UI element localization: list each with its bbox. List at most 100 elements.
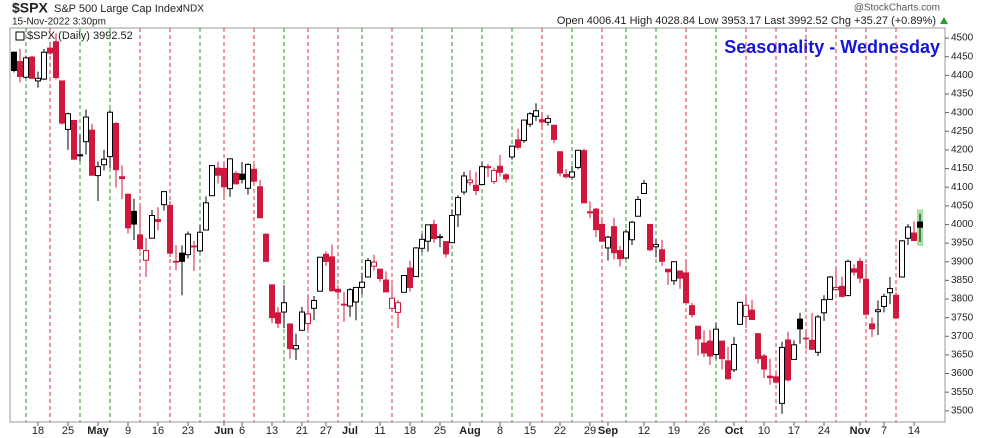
candle-body	[881, 295, 887, 307]
candle-body	[887, 288, 893, 294]
y-tick-label: 3750	[951, 312, 974, 323]
x-tick-label: Sep	[598, 425, 618, 437]
candle-body	[413, 247, 419, 278]
candle-body	[557, 151, 563, 174]
candle-body	[275, 312, 281, 324]
candle-body	[323, 253, 329, 262]
candle-body	[773, 376, 779, 383]
y-tick-label: 3850	[951, 275, 974, 286]
candle-body	[311, 299, 317, 309]
y-tick-label: 3650	[951, 350, 974, 361]
candle-body	[293, 345, 299, 350]
candle-body	[35, 77, 41, 82]
candle-body	[719, 340, 725, 360]
x-tick-label: 6	[239, 425, 245, 437]
candle-body	[851, 268, 857, 273]
candle-body	[239, 173, 245, 180]
candle-body	[155, 219, 161, 222]
candle-body	[875, 309, 881, 313]
candle-body	[503, 174, 509, 180]
candle-body	[905, 226, 911, 239]
candle-body	[791, 344, 797, 360]
candle-body	[779, 346, 785, 404]
candle-body	[455, 197, 461, 216]
candle-body	[425, 224, 431, 242]
y-tick-label: 4250	[951, 126, 974, 137]
y-tick-label: 3800	[951, 294, 974, 305]
y-tick-label: 3500	[951, 405, 974, 416]
y-tick-label: 3550	[951, 387, 974, 398]
candle-body	[149, 214, 155, 239]
candle-body	[803, 337, 809, 340]
candle-body	[755, 333, 761, 360]
x-tick-label: 12	[638, 425, 650, 437]
x-tick-label: 18	[404, 425, 416, 437]
candle-body	[131, 210, 137, 225]
candle-body	[179, 252, 185, 262]
candle-body	[827, 276, 833, 300]
candle-body	[269, 284, 275, 319]
x-tick-label: 14	[908, 425, 920, 437]
candle-body	[845, 260, 851, 297]
candle-body	[23, 57, 29, 78]
candle-body	[359, 281, 365, 288]
candle-body	[389, 297, 395, 309]
candle-body	[227, 158, 233, 190]
candle-body	[251, 168, 257, 182]
candle-body	[641, 182, 647, 195]
x-tick-label: 25	[62, 425, 74, 437]
candle-body	[77, 154, 83, 157]
x-tick-label: 15	[524, 425, 536, 437]
x-tick-label: 29	[584, 425, 596, 437]
exchange: INDX	[180, 4, 204, 15]
candle-body	[869, 323, 875, 330]
watermark: @StockCharts.com	[854, 3, 940, 14]
candle-body	[713, 328, 719, 356]
candle-body	[341, 303, 347, 306]
candle-body	[485, 166, 491, 169]
candle-body	[65, 113, 71, 130]
candle-body	[347, 289, 353, 307]
candle-body	[191, 245, 197, 248]
candle-body	[533, 110, 539, 117]
y-tick-label: 4450	[951, 51, 974, 62]
candle-body	[587, 211, 593, 214]
candle-body	[569, 171, 575, 178]
y-tick-label: 4300	[951, 107, 974, 118]
y-tick-label: 4050	[951, 200, 974, 211]
candle-body	[437, 236, 443, 239]
x-tick-label: 18	[32, 425, 44, 437]
y-tick-label: 3600	[951, 368, 974, 379]
candle-body	[95, 166, 101, 177]
x-tick-label: Aug	[459, 425, 480, 437]
x-tick-label: 23	[182, 425, 194, 437]
candle-body	[113, 122, 119, 171]
x-tick-label: Jul	[342, 425, 358, 437]
candle-body	[491, 169, 497, 183]
candle-body	[497, 165, 503, 173]
candle-body	[215, 167, 221, 176]
candle-body	[197, 231, 203, 252]
x-tick-label: Nov	[850, 425, 872, 437]
candle-body	[623, 231, 629, 259]
y-tick-label: 3700	[951, 331, 974, 342]
candle-body	[659, 249, 665, 262]
candle-body	[263, 233, 269, 262]
candle-body	[71, 119, 77, 160]
y-tick-label: 3900	[951, 256, 974, 267]
candle-body	[551, 124, 557, 140]
candle-body	[539, 119, 545, 123]
candle-body	[611, 226, 617, 254]
candle-body	[527, 113, 533, 125]
candle-body	[377, 268, 383, 279]
x-tick-label: 7	[881, 425, 887, 437]
x-tick-label: 17	[788, 425, 800, 437]
candle-body	[677, 270, 683, 279]
candle-body	[839, 285, 845, 297]
candle-body	[767, 375, 773, 379]
candle-body	[701, 342, 707, 354]
candle-body	[581, 150, 587, 204]
candle-body	[11, 51, 17, 71]
candle-body	[107, 111, 113, 158]
candle-body	[59, 80, 65, 124]
